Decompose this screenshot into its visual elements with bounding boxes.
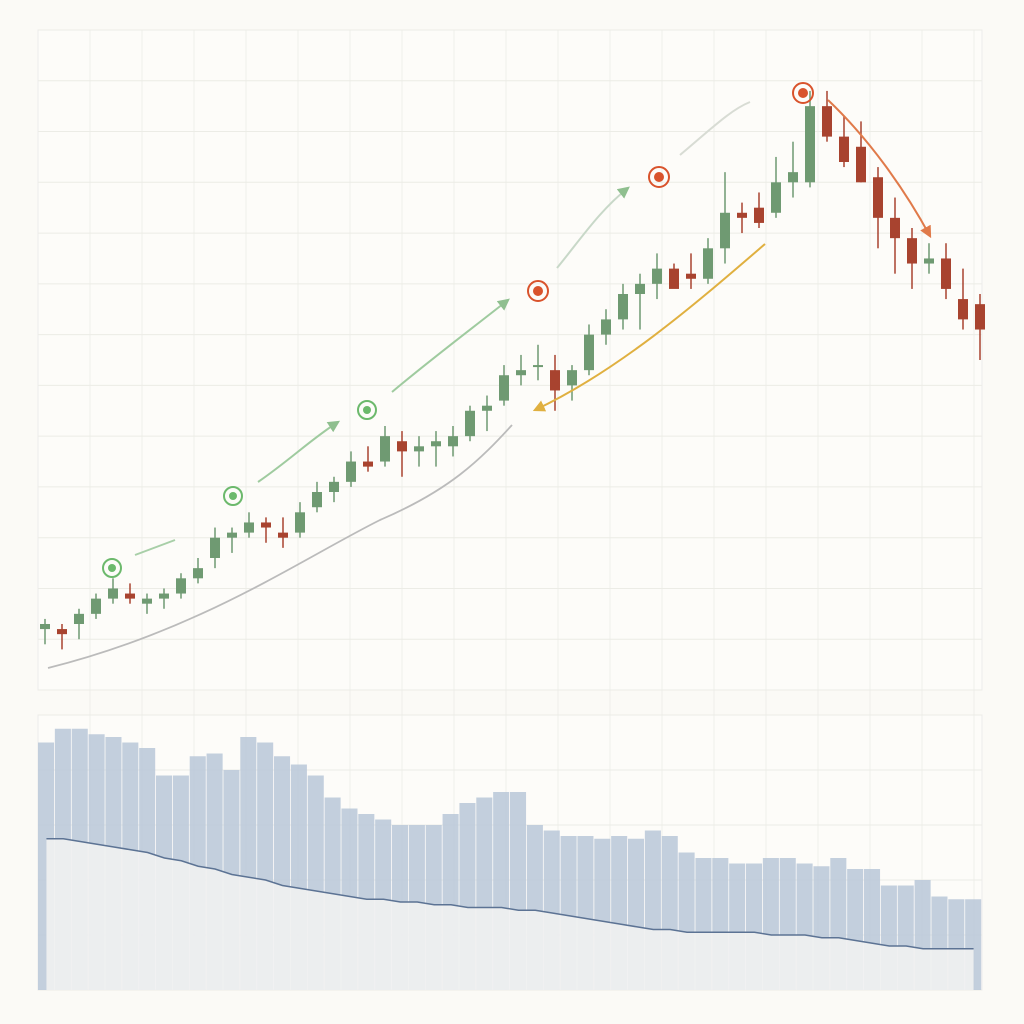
candle-body [737, 212, 747, 218]
candle-body [210, 537, 220, 558]
candle-body [193, 568, 203, 579]
candle-body [686, 273, 696, 279]
candle-body [754, 207, 764, 223]
candle-body [924, 258, 934, 264]
candle-body [40, 624, 50, 630]
candle-body [159, 593, 169, 599]
candle-body [397, 441, 407, 452]
candle-body [703, 248, 713, 279]
sell-markers [527, 82, 814, 302]
candle-body [533, 365, 543, 368]
candle-body [414, 446, 424, 452]
candle-body [499, 375, 509, 401]
candle-body [720, 212, 730, 249]
candle-body [550, 370, 560, 391]
candle-body [669, 268, 679, 289]
candle-body [771, 182, 781, 213]
candle-body [448, 436, 458, 447]
candle-body [788, 172, 798, 183]
candle-body [601, 319, 611, 335]
candle-body [91, 598, 101, 614]
candle-body [856, 146, 866, 183]
arrow [827, 99, 932, 239]
candle-body [346, 461, 356, 482]
candle-body [482, 405, 492, 411]
arrow [556, 186, 630, 269]
candle-body [652, 268, 662, 284]
arrow [532, 243, 766, 412]
data-layer [38, 29, 985, 991]
candle-body [295, 512, 305, 533]
candle-body [74, 613, 84, 624]
arrow [257, 420, 341, 483]
arrow [134, 539, 176, 556]
candle-body [57, 629, 67, 635]
candle-body [907, 238, 917, 264]
candle-body [431, 441, 441, 447]
buy-markers [102, 400, 377, 578]
candle-body [465, 410, 475, 437]
candle-body [363, 461, 373, 467]
candle-body [890, 217, 900, 239]
annotations [47, 82, 932, 669]
candle-body [584, 334, 594, 371]
average-fill [46, 838, 974, 990]
candle-body [244, 522, 254, 533]
candle-body [380, 436, 390, 462]
trend-curve [47, 424, 513, 669]
candle-body [516, 370, 526, 376]
candle-body [618, 294, 628, 320]
candle-body [108, 588, 118, 599]
arrow [679, 101, 751, 156]
candle-body [312, 492, 322, 508]
candle-body [839, 136, 849, 162]
price-panel [37, 29, 983, 691]
candle-body [227, 532, 237, 538]
average-line [46, 838, 974, 950]
candle-body [567, 370, 577, 386]
candle-body [261, 522, 271, 528]
candle-body [873, 177, 883, 218]
candle-body [941, 258, 951, 289]
candle-body [822, 106, 832, 137]
candle-body [142, 598, 152, 604]
candle-body [635, 283, 645, 294]
candle-body [125, 593, 135, 599]
candle-body [975, 304, 985, 330]
arrow [391, 298, 510, 393]
candle-body [329, 481, 339, 492]
candle-body [958, 299, 968, 320]
candle-body [278, 532, 288, 538]
candle-body [805, 106, 815, 183]
candle-body [176, 578, 186, 594]
